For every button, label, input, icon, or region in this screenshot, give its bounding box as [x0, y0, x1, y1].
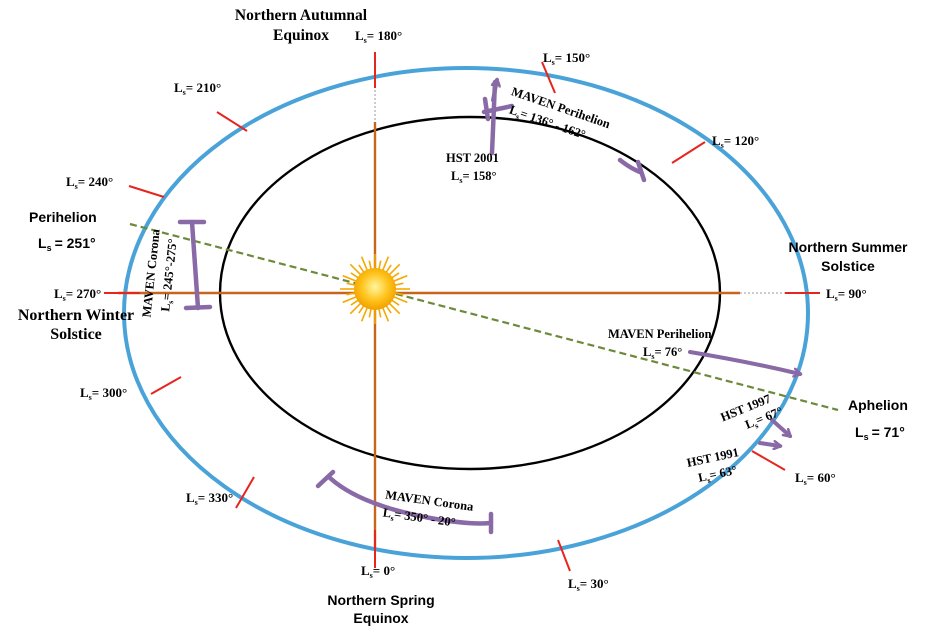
- sun-icon: [340, 254, 410, 324]
- svg-text:Solstice: Solstice: [821, 258, 875, 274]
- svg-text:Ls= 71°: Ls = 71°: [855, 424, 905, 442]
- sun-ray: [393, 274, 408, 283]
- ls-330-label: Ls= 330°: [186, 490, 233, 507]
- svg-text:Equinox: Equinox: [353, 610, 408, 626]
- svg-text:Ls= 158°: Ls= 158°: [451, 169, 496, 185]
- sun-ray: [394, 292, 404, 296]
- tick-120: [671, 141, 706, 164]
- ls-90-label: Ls= 90°: [826, 286, 867, 303]
- sun-ray: [368, 308, 372, 318]
- sun-ray: [350, 299, 359, 306]
- sun-ray: [381, 256, 390, 271]
- tick-150: [541, 61, 556, 94]
- sun-ray: [378, 308, 382, 318]
- hst-2001-title: HST 2001: [446, 151, 499, 165]
- sun-ray: [349, 302, 362, 315]
- ls-270-label: Ls= 270°: [54, 286, 101, 303]
- sun-ray: [391, 299, 400, 306]
- tick-30: [557, 539, 571, 572]
- winter-solstice-label: Northern Winter: [18, 307, 134, 324]
- line-of-apsides: [129, 222, 839, 412]
- svg-text:Solstice: Solstice: [50, 326, 102, 343]
- ls-60-label: Ls= 60°: [795, 470, 836, 487]
- sun-ray: [378, 260, 382, 270]
- maven-perihelion-top-bracket: [617, 157, 643, 175]
- hst-2001-arrow: [493, 80, 497, 102]
- autumnal-equinox-label: Northern Autumnal: [235, 7, 368, 24]
- sun-ray: [385, 305, 392, 314]
- perihelion-label: Perihelion: [29, 209, 97, 225]
- sun-ray: [358, 305, 365, 314]
- svg-text:Ls= 76°: Ls= 76°: [643, 345, 682, 361]
- tick-330: [235, 476, 255, 509]
- ls-180-label: Ls= 180°: [355, 28, 402, 45]
- ls-150-label: Ls= 150°: [543, 50, 590, 67]
- spring-equinox-label: Northern Spring: [327, 592, 434, 608]
- tick-210: [216, 111, 248, 132]
- maven-corona-left-bar: [189, 219, 201, 311]
- mars-orbit: [122, 66, 810, 560]
- purple-arrows: [493, 80, 800, 446]
- sun-ray: [393, 295, 408, 304]
- sun-ray: [346, 282, 356, 286]
- svg-text:Ls= 251°: Ls = 251°: [38, 235, 96, 253]
- sun-ray: [349, 263, 362, 276]
- sun-ray: [394, 282, 404, 286]
- svg-text:Equinox: Equinox: [273, 27, 329, 44]
- ls-tick-marks: [104, 52, 820, 572]
- hst-1997-arrow: [770, 418, 790, 438]
- ls-30-label: Ls= 30°: [568, 576, 609, 593]
- ls-300-label: Ls= 300°: [80, 385, 127, 402]
- tick-300: [150, 376, 182, 395]
- sun-ray: [360, 307, 369, 322]
- maven-corona-bottom-bracket: [327, 475, 493, 526]
- sun-ray: [385, 264, 392, 273]
- sun-ray: [391, 272, 400, 279]
- sun-ray: [388, 263, 401, 276]
- sun-ray: [346, 292, 356, 296]
- ls-0-label: Ls= 0°: [361, 563, 395, 580]
- summer-solstice-label: Northern Summer: [788, 239, 908, 255]
- sun-ray: [342, 274, 357, 283]
- aphelion-label: Aphelion: [848, 397, 908, 413]
- sun-ray: [350, 272, 359, 279]
- hst-1991-arrow: [758, 443, 780, 446]
- sun-ray: [358, 264, 365, 273]
- sun-ray: [388, 302, 401, 315]
- tick-60: [751, 450, 786, 471]
- tick-240: [128, 185, 165, 198]
- maven-perihelion-76-arrow: [688, 350, 800, 374]
- ls-210-label: Ls= 210°: [174, 80, 221, 97]
- maven-perihelion-right-title: MAVEN Perihelion: [608, 327, 712, 341]
- svg-text:Ls= 245°-275°: Ls= 245°-275°: [158, 238, 182, 313]
- sun-ray: [381, 307, 390, 322]
- sun-ray: [360, 256, 369, 271]
- ls-120-label: Ls= 120°: [712, 133, 759, 150]
- sun-ray: [368, 260, 372, 270]
- ls-240-label: Ls= 240°: [66, 174, 113, 191]
- sun-ray: [342, 295, 357, 304]
